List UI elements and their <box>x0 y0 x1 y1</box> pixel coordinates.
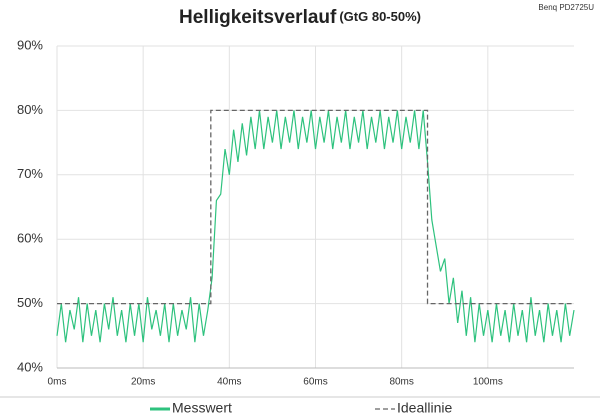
x-tick-label: 20ms <box>131 377 155 388</box>
x-tick-label: 100ms <box>473 377 503 388</box>
y-tick-label: 50% <box>17 295 43 310</box>
source: Benq PD2725U <box>538 3 594 12</box>
y-tick-label: 60% <box>17 231 43 246</box>
x-tick-label: 60ms <box>303 377 327 388</box>
y-tick-label: 70% <box>17 166 43 181</box>
x-tick-label: 80ms <box>389 377 413 388</box>
subtitle: (GtG 80-50%) <box>339 9 421 24</box>
y-tick-label: 80% <box>17 102 43 117</box>
series-line <box>57 109 574 305</box>
legend-label: Messwert <box>172 400 232 416</box>
title: Helligkeitsverlauf <box>179 7 337 28</box>
legend-label: Ideallinie <box>397 400 452 416</box>
x-tick-label: 40ms <box>217 377 241 388</box>
y-tick-label: 40% <box>17 359 43 374</box>
chart-title: Helligkeitsverlauf (GtG 80-50%) <box>179 7 421 28</box>
y-tick-label: 90% <box>17 37 43 52</box>
x-tick-label: 0ms <box>48 377 67 388</box>
series-line <box>56 110 575 343</box>
